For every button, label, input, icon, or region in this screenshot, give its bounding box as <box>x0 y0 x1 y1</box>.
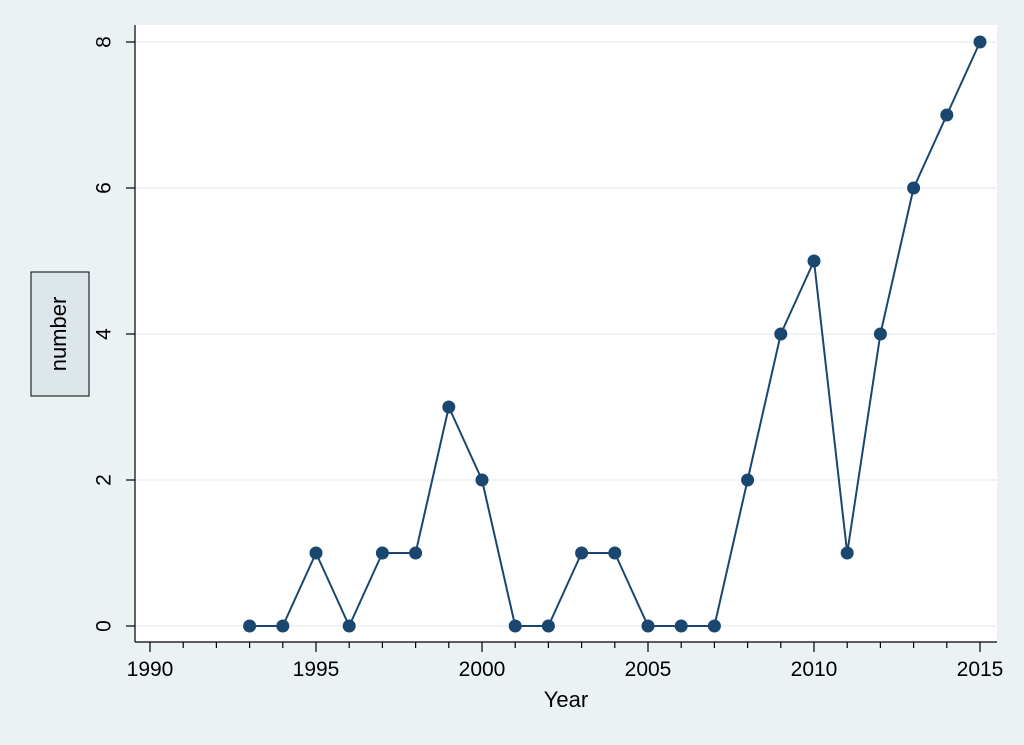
y-tick-label: 6 <box>93 182 116 194</box>
x-axis-title: Year <box>544 687 588 712</box>
data-point <box>276 619 290 633</box>
data-point <box>840 546 854 560</box>
data-point <box>475 473 489 487</box>
data-point <box>243 619 257 633</box>
data-point <box>641 619 655 633</box>
data-point <box>309 546 323 560</box>
x-tick-label: 1990 <box>127 658 174 681</box>
data-series <box>243 35 987 633</box>
data-point <box>442 400 456 414</box>
y-tick-label: 4 <box>93 328 116 340</box>
x-tick-label: 2010 <box>791 658 838 681</box>
data-point <box>541 619 555 633</box>
data-point <box>608 546 622 560</box>
x-tick-label: 2005 <box>625 658 672 681</box>
data-point <box>973 35 987 49</box>
data-point <box>907 181 921 195</box>
data-point <box>508 619 522 633</box>
y-tick-label: 2 <box>93 474 116 486</box>
data-point <box>375 546 389 560</box>
data-point <box>674 619 688 633</box>
x-tick-label: 2000 <box>459 658 506 681</box>
x-axis: 1990 1995 2000 2005 2010 2015 <box>127 641 1004 681</box>
y-tick-label: 0 <box>93 620 116 632</box>
x-tick-label: 2015 <box>957 658 1004 681</box>
data-point <box>741 473 755 487</box>
y-axis: 0 2 4 6 8 <box>93 25 136 642</box>
data-point <box>940 108 954 122</box>
data-point <box>342 619 356 633</box>
data-point <box>409 546 423 560</box>
y-axis-title-box: number <box>30 271 90 397</box>
y-axis-title-frame <box>30 271 90 397</box>
data-point <box>807 254 821 268</box>
data-point <box>774 327 788 341</box>
data-point <box>707 619 721 633</box>
data-point <box>873 327 887 341</box>
data-point <box>575 546 589 560</box>
y-tick-label: 8 <box>93 36 116 48</box>
y-axis-title: number <box>46 297 71 372</box>
x-tick-label: 1995 <box>293 658 340 681</box>
